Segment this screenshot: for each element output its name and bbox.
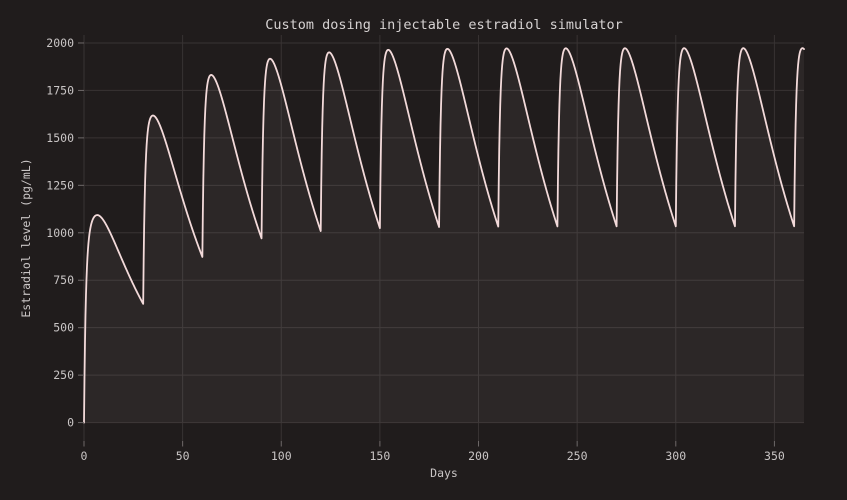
chart-title: Custom dosing injectable estradiol simul… [265,17,623,33]
series-layer [83,47,805,424]
y-tick-label: 500 [53,321,74,335]
y-tick-label: 750 [53,273,74,287]
x-tick-label: 250 [567,449,588,463]
y-tick-label: 1250 [46,178,74,192]
y-tick-label: 1750 [46,83,74,97]
gridlines [83,35,804,441]
series-line [83,47,805,424]
y-axis-label: Estradiol level (pg/mL) [19,158,33,317]
x-tick-label: 300 [665,449,686,463]
y-tick-label: 1000 [46,226,74,240]
x-tick-label: 0 [81,449,88,463]
ticks-and-tick-labels: 0 50 100 150 200 250 300 350 0 250 500 750 1000 1250 1… [46,36,785,463]
y-tick-label: 1500 [46,131,74,145]
x-axis-label: Days [430,466,458,480]
x-tick-label: 200 [468,449,489,463]
x-tick-label: 350 [764,449,785,463]
y-tick-label: 250 [53,368,74,382]
x-tick-label: 50 [176,449,190,463]
x-tick-label: 100 [271,449,292,463]
x-tick-label: 150 [369,449,390,463]
series-fill-area [84,48,804,423]
y-tick-label: 2000 [46,36,74,50]
y-tick-label: 0 [67,416,74,430]
